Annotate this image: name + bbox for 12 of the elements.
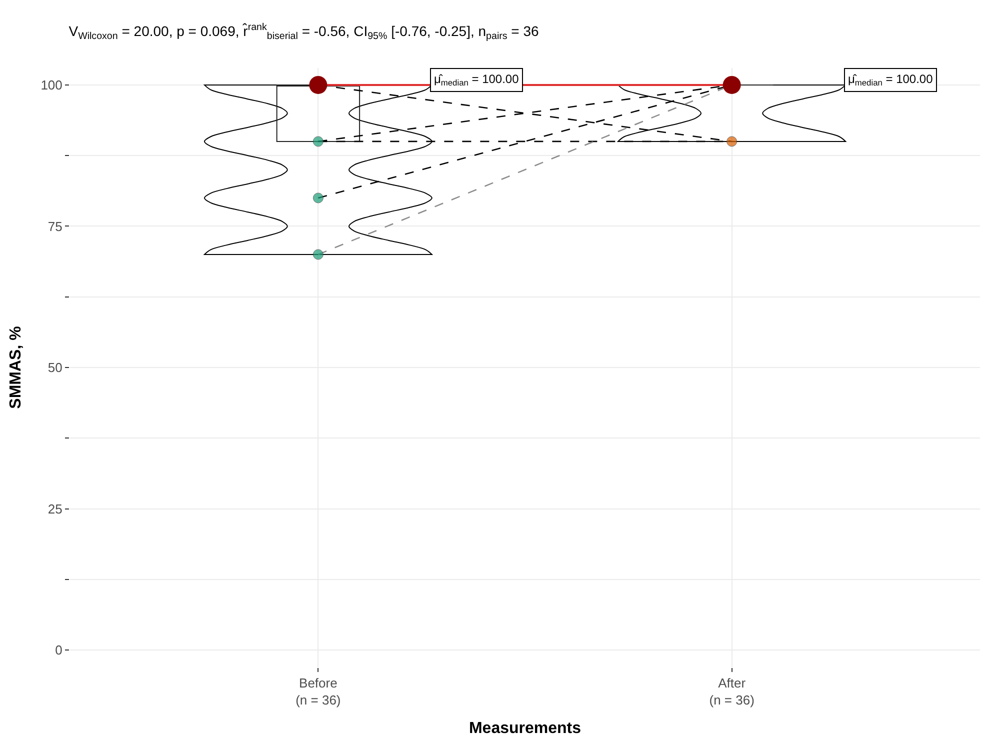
annotation: μ̂$_{median}$ = 100.00: [848, 72, 934, 88]
annotation: μ̂$_{median}$ = 100.00: [434, 72, 520, 88]
y-tick-label: 25: [48, 501, 62, 516]
x-tick-label: Before (n = 36): [296, 676, 341, 708]
y-tick-label: 50: [48, 360, 62, 376]
x-tick-label: After (n = 36): [709, 676, 754, 708]
y-tick-label: 0: [55, 642, 62, 658]
chart-title: V$_{Wilcoxon}$ = 20.00, p = 0.069, r̂$^{rank}$$_{biserial}$ = -0.56, CI$_{95%}$ [-0.76, -0.25], n$_{pairs}$ = 36: [68, 22, 539, 42]
y-tick-label: 100: [40, 78, 62, 92]
x-axis-title: Measurements: [468, 720, 582, 738]
y-tick-label: 75: [48, 218, 62, 234]
y-axis-title: SMMAS, %: [8, 326, 25, 409]
